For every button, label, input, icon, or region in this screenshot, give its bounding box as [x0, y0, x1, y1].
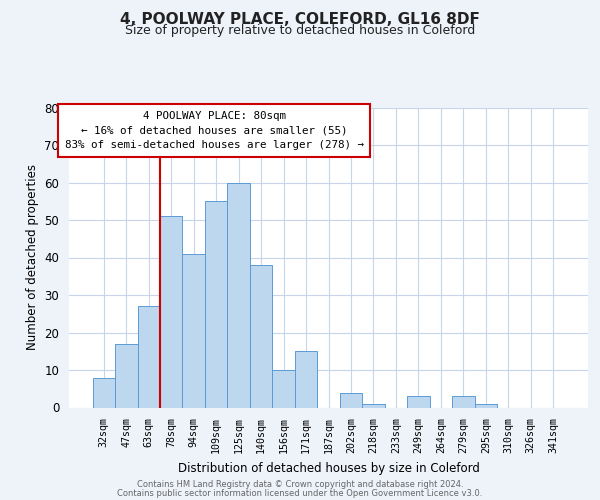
Bar	[452, 396, 475, 407]
Bar	[205, 201, 227, 408]
Bar	[295, 351, 317, 408]
Text: 4 POOLWAY PLACE: 80sqm
← 16% of detached houses are smaller (55)
83% of semi-det: 4 POOLWAY PLACE: 80sqm ← 16% of detached…	[65, 110, 364, 150]
Bar	[182, 254, 205, 408]
Bar	[227, 182, 250, 408]
Bar	[272, 370, 295, 408]
Bar	[160, 216, 182, 408]
Bar	[250, 265, 272, 408]
Bar	[92, 378, 115, 408]
Bar	[137, 306, 160, 408]
X-axis label: Distribution of detached houses by size in Coleford: Distribution of detached houses by size …	[178, 462, 479, 474]
Text: 4, POOLWAY PLACE, COLEFORD, GL16 8DF: 4, POOLWAY PLACE, COLEFORD, GL16 8DF	[120, 12, 480, 28]
Text: Contains HM Land Registry data © Crown copyright and database right 2024.: Contains HM Land Registry data © Crown c…	[137, 480, 463, 489]
Text: Size of property relative to detached houses in Coleford: Size of property relative to detached ho…	[125, 24, 475, 37]
Bar	[115, 344, 137, 408]
Bar	[475, 404, 497, 407]
Y-axis label: Number of detached properties: Number of detached properties	[26, 164, 39, 350]
Bar	[407, 396, 430, 407]
Bar	[340, 392, 362, 407]
Bar	[362, 404, 385, 407]
Text: Contains public sector information licensed under the Open Government Licence v3: Contains public sector information licen…	[118, 488, 482, 498]
